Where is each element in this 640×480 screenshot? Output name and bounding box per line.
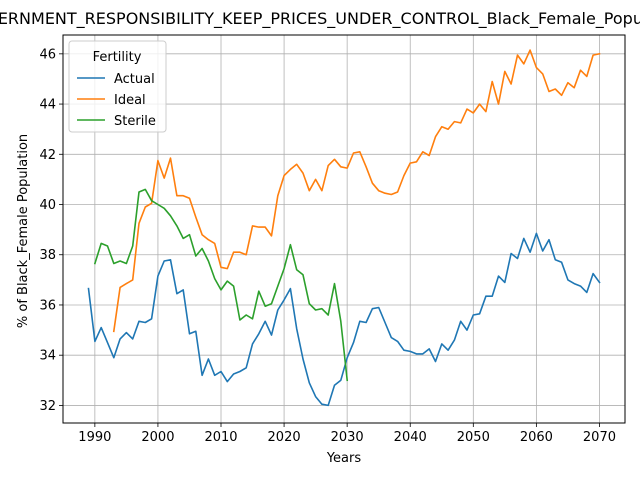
x-tick-label: 2010 — [204, 430, 237, 445]
legend-entries: Actual Ideal Sterile — [77, 72, 156, 129]
grid-lines — [63, 35, 625, 423]
x-tick-label: 2020 — [268, 430, 301, 445]
legend: Fertility Actual Ideal Sterile — [68, 40, 167, 133]
x-tick-label: 2060 — [520, 430, 553, 445]
y-tick-label: 36 — [39, 298, 56, 313]
y-tick-label: 44 — [39, 98, 56, 113]
y-tick-label: 32 — [39, 399, 56, 414]
chart-title: GOVERNMENT_RESPONSIBILITY_KEEP_PRICES_UN… — [0, 9, 640, 29]
x-tick-label: 2000 — [141, 430, 174, 445]
series-layer — [87, 49, 601, 407]
y-tick-label: 40 — [39, 198, 56, 213]
plot-frame — [62, 34, 626, 424]
legend-title: Fertility — [93, 50, 142, 65]
legend-label-actual: Actual — [114, 72, 155, 87]
x-tick-label: 2050 — [457, 430, 490, 445]
x-axis-label: Years — [326, 451, 362, 466]
y-tick-label: 34 — [39, 349, 56, 364]
y-tick-label: 42 — [39, 148, 56, 163]
series-line-sterile — [93, 188, 349, 382]
y-tick-label: 38 — [39, 248, 56, 263]
legend-label-ideal: Ideal — [114, 93, 146, 108]
x-tick-label: 2070 — [583, 430, 616, 445]
series-line-ideal — [112, 49, 601, 333]
x-tick-label: 2040 — [394, 430, 427, 445]
series-line-actual — [87, 232, 601, 407]
legend-box — [68, 40, 167, 133]
x-tick-label: 1990 — [78, 430, 111, 445]
axis-ticks: 1990 2000 2010 2020 2030 2040 2050 2060 2070 32 34… — [39, 47, 616, 445]
y-axis-label: % of Black_Female Population — [16, 134, 31, 328]
y-tick-label: 46 — [39, 47, 56, 62]
legend-label-sterile: Sterile — [114, 114, 156, 129]
x-tick-label: 2030 — [331, 430, 364, 445]
